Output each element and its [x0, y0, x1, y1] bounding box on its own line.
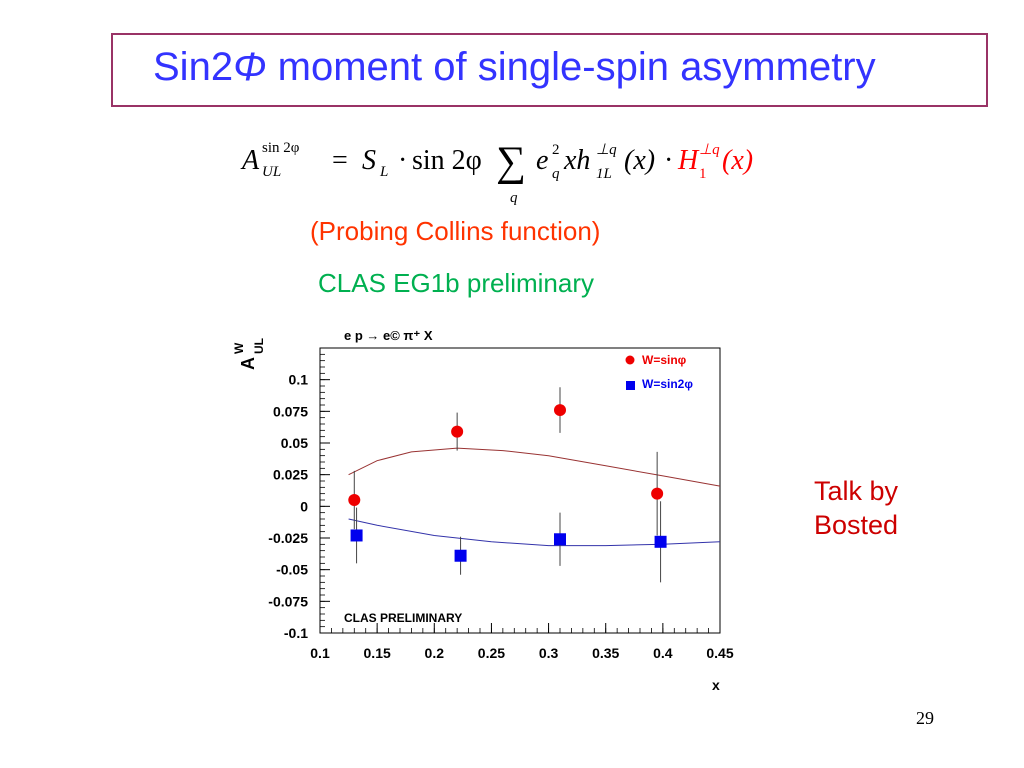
x-tick-label: 0.3 [539, 645, 559, 661]
formula-h-sub: 1L [596, 166, 612, 182]
title-prefix: Sin2 [153, 45, 234, 89]
y-tick-label: -0.025 [268, 530, 308, 546]
model-curve-1 [348, 447, 721, 487]
formula-xh: xh [563, 145, 590, 176]
legend-marker-square [626, 381, 635, 390]
data-point-sinphi [348, 494, 361, 506]
data-point-sin2phi [654, 535, 667, 548]
formula-collins-sub: 1 [699, 166, 707, 182]
data-point-sinphi [451, 425, 464, 438]
y-tick-label: 0.075 [273, 403, 308, 419]
title-phi: Φ [233, 45, 267, 89]
data-point-sinphi [554, 404, 566, 417]
talk-note: Talk by Bosted [814, 474, 898, 542]
formula-equals: = [332, 145, 348, 176]
chart-legend: W=sinφ W=sin2φ [625, 353, 693, 391]
formula-args-2: (x) [722, 145, 753, 176]
formula-lhs-sup: sin 2φ [262, 140, 300, 156]
formula-e-sup: 2 [552, 142, 560, 158]
y-tick-label: 0.05 [281, 435, 308, 451]
x-tick-label: 0.35 [592, 645, 619, 661]
legend-marker-circle [625, 355, 635, 365]
x-tick-label: 0.1 [310, 645, 330, 661]
asymmetry-formula: A sin 2φ UL = S L · sin 2φ ∑ q e 2 q xh … [240, 139, 753, 206]
y-tick-label: 0.025 [273, 467, 308, 483]
formula-sum-sub: q [510, 190, 518, 206]
y-tick-label: 0 [300, 498, 308, 514]
y-tick-label: -0.075 [268, 593, 308, 609]
x-tick-label: 0.15 [364, 645, 391, 661]
x-tick-label: 0.4 [653, 645, 673, 661]
x-tick-label: 0.2 [425, 645, 445, 661]
model-curve-2 [348, 518, 721, 547]
y-tick-label: -0.05 [276, 562, 308, 578]
legend-label: W=sinφ [642, 353, 687, 367]
formula-collins-h: H [677, 145, 700, 176]
x-axis-label: x [712, 677, 720, 693]
formula-h-sup: ⊥q [596, 142, 617, 158]
y-axis-label: A [238, 357, 258, 370]
legend-label: W=sin2φ [642, 377, 693, 391]
title-box: Sin2Φ moment of single-spin asymmetry [111, 33, 988, 107]
talk-line-2: Bosted [814, 510, 899, 540]
title-suffix: moment of single-spin asymmetry [266, 45, 876, 89]
formula-lhs-sub: UL [262, 164, 281, 180]
data-point-sinphi [651, 487, 664, 500]
data-point-sin2phi [554, 533, 566, 546]
formula-collins-sup: ⊥q [699, 142, 720, 158]
formula-sum: ∑ [496, 139, 526, 185]
formula-e-sub: q [552, 166, 560, 182]
probing-collins-text: (Probing Collins function) [310, 216, 601, 246]
formula-s: S [362, 145, 376, 176]
page-number: 29 [916, 708, 934, 728]
y-axis-label-sup: W [232, 342, 246, 354]
formula-args-1: (x) [624, 145, 655, 176]
y-axis-label-sub: UL [252, 338, 266, 354]
chart-annotation: CLAS PRELIMINARY [344, 611, 462, 625]
slide-title: Sin2Φ moment of single-spin asymmetry [153, 45, 876, 90]
formula-s-sub: L [379, 164, 388, 180]
clas-preliminary-text: CLAS EG1b preliminary [318, 268, 594, 298]
formula-lhs-base: A [240, 145, 260, 176]
data-point-sin2phi [350, 529, 363, 542]
plot-frame [319, 347, 721, 634]
formula-e: e [536, 145, 548, 176]
asymmetry-chart: e p → e© π⁺ X A W UL 0.1 0.075 0.05 0.025 0 -… [232, 328, 734, 693]
data-point-sin2phi [454, 549, 467, 562]
talk-line-1: Talk by [814, 476, 899, 506]
formula-sin: sin 2φ [412, 145, 482, 176]
formula-dot-2: · [664, 145, 673, 176]
x-tick-label: 0.45 [706, 645, 733, 661]
y-tick-label: 0.1 [289, 372, 309, 388]
x-tick-label: 0.25 [478, 645, 505, 661]
y-tick-label: -0.1 [284, 625, 308, 641]
chart-title: e p → e© π⁺ X [344, 328, 433, 343]
formula-dot-1: · [398, 145, 407, 176]
